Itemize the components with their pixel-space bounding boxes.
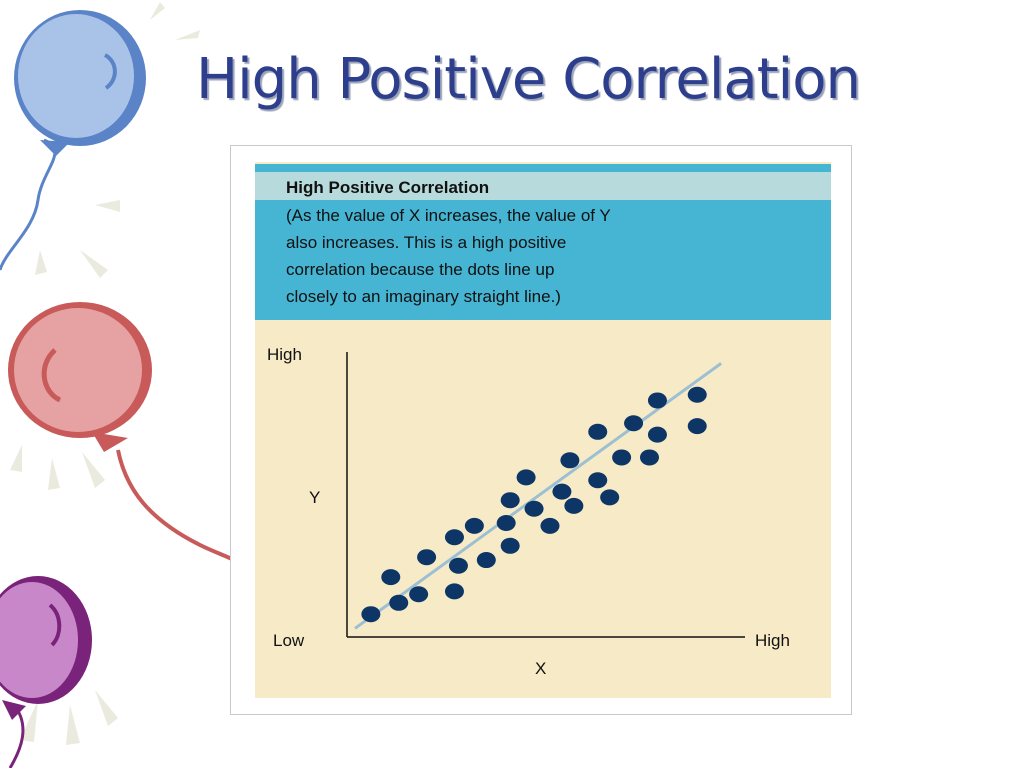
scatter-point-8	[444, 529, 464, 546]
y-axis-low-label: Low	[273, 631, 305, 650]
purple-balloon	[0, 576, 92, 768]
scatter-point-14	[516, 469, 536, 486]
scatter-point-11	[496, 515, 516, 531]
scatter-point-22	[600, 489, 620, 506]
scatter-point-4	[409, 586, 429, 603]
caption-line-4: closely to an imaginary straight line.)	[286, 287, 561, 306]
x-axis-high-label: High	[755, 631, 790, 650]
scatter-point-25	[639, 449, 659, 466]
scatter-point-24	[624, 415, 644, 432]
scatter-point-28	[687, 386, 707, 403]
scatter-point-18	[560, 452, 580, 469]
red-balloon	[8, 302, 262, 580]
scatter-point-9	[464, 517, 484, 534]
scatter-point-10	[476, 552, 496, 569]
blue-balloon	[0, 10, 146, 271]
scatter-point-20	[588, 472, 608, 489]
y-axis-title: Y	[309, 488, 320, 507]
scatter-point-19	[564, 497, 584, 514]
scatter-point-12	[500, 537, 520, 554]
figure-frame: High Positive Correlation (As the value …	[230, 145, 852, 715]
scatter-point-5	[417, 549, 437, 566]
scatter-figure: High Positive Correlation (As the value …	[255, 162, 831, 698]
caption-title-band	[255, 172, 831, 200]
caption-line-1: (As the value of X increases, the value …	[286, 206, 611, 225]
scatter-point-27	[647, 392, 667, 409]
slide-title: High Positive Correlation	[196, 47, 861, 112]
sparkle-rays	[10, 2, 200, 745]
scatter-point-15	[524, 500, 544, 517]
scatter-point-23	[612, 449, 632, 466]
scatter-point-7	[448, 557, 468, 574]
scatter-point-17	[552, 483, 572, 500]
scatter-point-16	[540, 517, 560, 534]
caption-line-2: also increases. This is a high positive	[286, 233, 566, 252]
scatter-point-3	[389, 594, 409, 611]
caption-title: High Positive Correlation	[286, 178, 489, 197]
caption-line-3: correlation because the dots line up	[286, 260, 554, 279]
scatter-point-13	[500, 492, 520, 509]
x-axis-title: X	[535, 659, 546, 678]
y-axis-high-label: High	[267, 345, 302, 364]
scatter-point-29	[687, 418, 707, 435]
scatter-point-1	[361, 606, 381, 623]
scatter-point-21	[588, 423, 608, 440]
scatter-point-6	[444, 583, 464, 600]
scatter-points	[361, 386, 707, 623]
scatter-point-2	[381, 569, 401, 586]
scatter-point-26	[647, 426, 667, 443]
